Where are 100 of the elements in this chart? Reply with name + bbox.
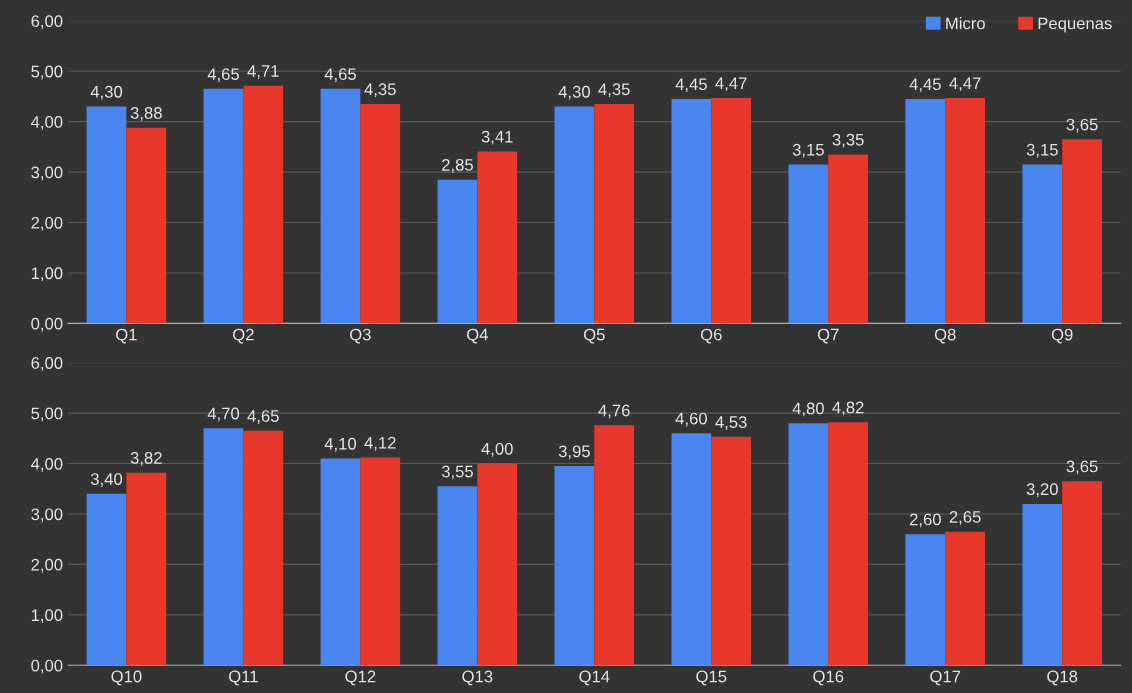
- data-label: 3,65: [1066, 460, 1098, 475]
- data-label: 4,35: [598, 83, 630, 98]
- bar: [788, 164, 829, 324]
- bar: [360, 457, 401, 666]
- y-tick-label: 3,00: [31, 508, 63, 523]
- bar: [828, 422, 869, 666]
- y-tick-label: 6,00: [31, 357, 63, 371]
- bar: [905, 534, 946, 666]
- x-tick-label: Q10: [111, 670, 142, 686]
- bar: [788, 423, 829, 666]
- legend-label: Micro: [946, 17, 985, 30]
- data-label: 3,88: [130, 107, 162, 121]
- y-tick-label: 0,00: [31, 317, 63, 332]
- bar: [671, 98, 712, 324]
- x-tick-label: Q7: [817, 328, 839, 344]
- bar: [126, 472, 167, 666]
- x-tick-label: Q5: [583, 328, 605, 344]
- bar: [1062, 139, 1102, 324]
- bar: [711, 436, 752, 666]
- x-tick-label: Q9: [1051, 328, 1073, 344]
- y-tick-label: 0,00: [31, 659, 63, 674]
- bar: [1022, 503, 1063, 666]
- data-label: 4,30: [90, 85, 123, 100]
- bar: [554, 106, 595, 324]
- bar: [905, 98, 946, 324]
- bar: [594, 425, 635, 666]
- data-label: 3,82: [130, 451, 162, 466]
- data-label: 3,35: [832, 133, 864, 148]
- bar: [320, 88, 361, 324]
- data-label: 4,35: [364, 83, 396, 98]
- bar: [945, 531, 985, 666]
- data-label: 4,80: [792, 402, 824, 417]
- data-label: 4,47: [715, 77, 747, 92]
- x-tick-label: Q14: [579, 670, 610, 686]
- data-label: 4,45: [909, 78, 941, 93]
- data-label: 2,65: [949, 510, 981, 525]
- y-tick-label: 1,00: [31, 267, 63, 282]
- bar: [711, 97, 752, 324]
- data-label: 4,65: [324, 68, 356, 82]
- bar: [554, 466, 595, 666]
- bar: [126, 127, 167, 324]
- bar: [477, 151, 518, 324]
- bar: [320, 458, 361, 666]
- y-tick-label: 4,00: [31, 116, 63, 130]
- x-tick-label: Q6: [700, 328, 722, 344]
- data-label: 3,40: [90, 473, 123, 487]
- x-tick-label: Q13: [462, 670, 493, 686]
- x-tick-label: Q17: [930, 670, 961, 686]
- data-label: 4,70: [207, 407, 240, 422]
- x-tick-label: Q2: [233, 328, 254, 344]
- bar: [243, 430, 284, 666]
- bar: [86, 493, 127, 666]
- y-tick-label: 2,00: [31, 216, 63, 231]
- x-tick-label: Q8: [934, 328, 956, 344]
- x-tick-label: Q15: [696, 670, 727, 686]
- data-label: 3,65: [1066, 118, 1098, 133]
- x-tick-label: Q16: [813, 670, 844, 686]
- bar: [594, 104, 635, 324]
- x-tick-label: Q18: [1047, 670, 1078, 686]
- bar: [243, 85, 284, 324]
- bar: [828, 154, 869, 324]
- y-tick-label: 2,00: [31, 558, 63, 573]
- y-tick-label: 3,00: [31, 166, 63, 181]
- data-label: 4,65: [247, 410, 279, 424]
- data-label: 3,15: [1026, 143, 1058, 158]
- data-label: 4,12: [364, 436, 396, 451]
- bar: [203, 428, 244, 666]
- data-label: 4,00: [481, 442, 513, 457]
- bar: [1062, 481, 1102, 666]
- data-label: 4,65: [207, 68, 240, 82]
- y-tick-label: 1,00: [31, 609, 63, 624]
- data-label: 4,60: [675, 412, 707, 427]
- data-label: 4,30: [558, 85, 590, 100]
- bar: [437, 179, 478, 324]
- data-label: 4,82: [832, 401, 864, 416]
- bar: [945, 97, 985, 324]
- bar: [671, 433, 712, 666]
- data-label: 4,71: [247, 65, 279, 79]
- data-label: 3,41: [481, 130, 513, 145]
- bar: [86, 106, 127, 324]
- y-tick-label: 5,00: [31, 65, 63, 80]
- bar: [360, 104, 401, 324]
- data-label: 4,76: [598, 404, 630, 419]
- x-tick-label: Q12: [345, 670, 376, 686]
- data-label: 4,53: [715, 416, 747, 430]
- data-label: 3,20: [1026, 483, 1058, 498]
- bar: [203, 88, 244, 324]
- bar: [1022, 164, 1063, 324]
- data-label: 3,55: [441, 465, 473, 480]
- data-label: 4,47: [949, 77, 981, 92]
- data-label: 2,85: [442, 158, 473, 173]
- x-tick-label: Q3: [350, 328, 371, 344]
- data-label: 3,95: [558, 445, 590, 460]
- x-tick-label: Q11: [229, 670, 258, 686]
- bar: [477, 463, 518, 666]
- y-tick-label: 4,00: [31, 457, 63, 472]
- data-label: 4,45: [675, 78, 707, 93]
- y-tick-label: 6,00: [31, 15, 63, 29]
- data-label: 3,15: [792, 143, 824, 158]
- legend-label: Pequenas: [1038, 17, 1112, 33]
